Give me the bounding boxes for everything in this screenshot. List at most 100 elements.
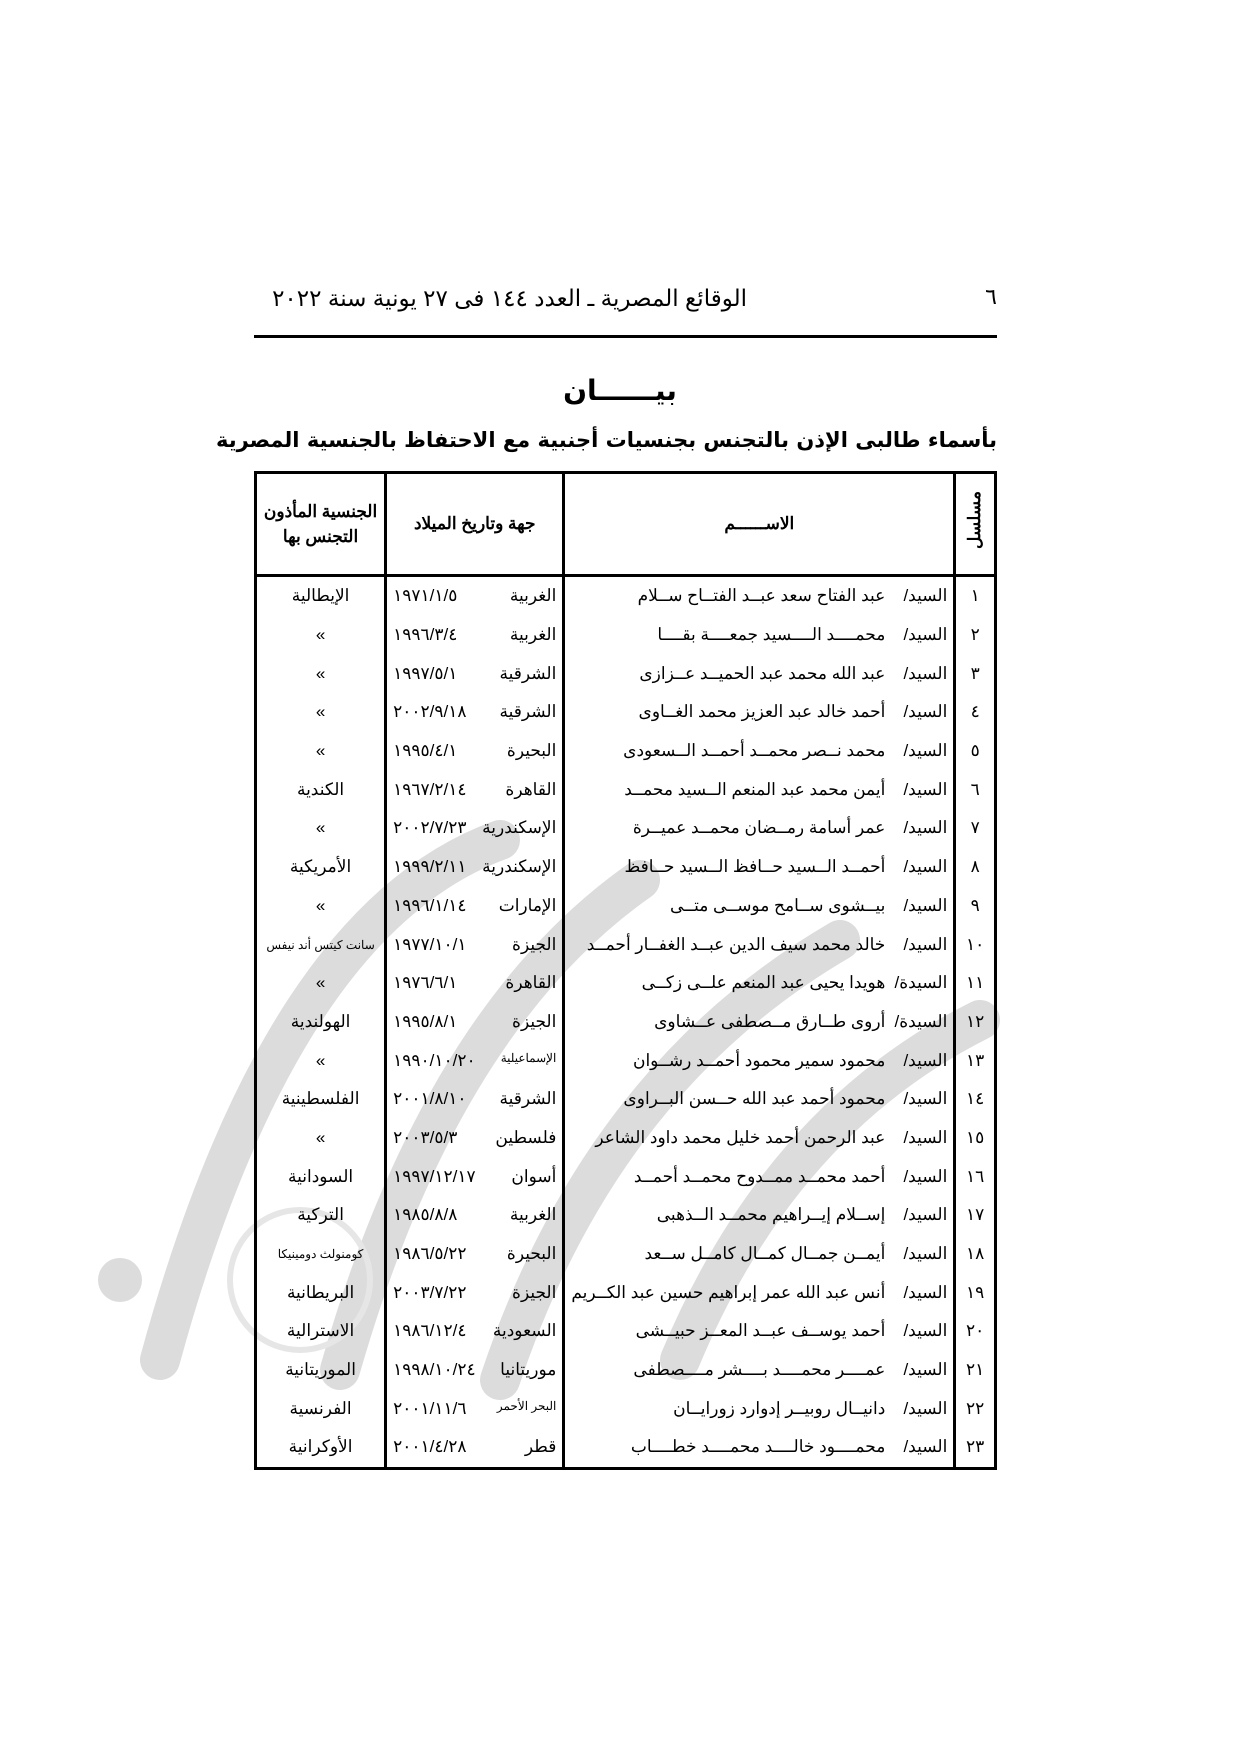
honorific: السيد/ bbox=[903, 857, 948, 877]
birth-date: ١٩٨٦/٥/٢٢ bbox=[393, 1244, 467, 1264]
table-row: ٥ السيد/محمد نــصر محمــد أحمــد الــسعود… bbox=[253, 731, 997, 771]
serial-cell: ٢ bbox=[953, 615, 997, 655]
person-name: محمــــد الــــسيد جمعــــة بقــــا bbox=[657, 625, 886, 645]
person-name: أيمــن جمــال كمــال كامــل ســعد bbox=[644, 1244, 886, 1264]
name-cell: السيد/أيمن محمد عبد المنعم الــسيد محمــ… bbox=[562, 770, 957, 810]
place-date-cell: موريتانيا ١٩٩٨/١٠/٢٤ bbox=[384, 1350, 566, 1390]
place-date-cell: الغربية ١٩٧١/١/٥ bbox=[384, 575, 566, 616]
nationality-cell: الكندية bbox=[253, 770, 388, 810]
table-row: ٩ السيد/بيــشوى ســامح موســى متــى الإمار… bbox=[253, 886, 997, 926]
table-row: ٢٣ السيد/محمــــود خالــــد محمــــد خطــ… bbox=[253, 1428, 997, 1469]
name-cell: السيد/أيمــن جمــال كمــال كامــل ســعد bbox=[562, 1234, 957, 1274]
place-date-cell: البحيرة ١٩٨٦/٥/٢٢ bbox=[384, 1234, 566, 1274]
person-name: هويدا يحيى عبد المنعم علــى زكــى bbox=[641, 973, 886, 993]
birth-date: ١٩٩٩/٢/١١ bbox=[393, 857, 467, 877]
birth-place: الإسكندرية bbox=[482, 857, 557, 877]
table-row: ٢٢ السيد/دانيــال روبيــر إدوارد زورايــا… bbox=[253, 1389, 997, 1429]
birth-place: الغربية bbox=[509, 1205, 557, 1225]
birth-place: قطر bbox=[524, 1437, 557, 1457]
person-name: أحمد يوســف عبــد المعــز حبيــشى bbox=[635, 1321, 886, 1341]
nationality-cell: » bbox=[253, 886, 388, 926]
serial-cell: ٨ bbox=[953, 847, 997, 887]
place-date-cell: الشرقية ١٩٩٧/٥/١ bbox=[384, 654, 566, 694]
serial-cell: ١٨ bbox=[953, 1234, 997, 1274]
table-row: ١٤ السيد/محمود أحمد عبد الله حــسن البــر… bbox=[253, 1079, 997, 1119]
birth-date: ٢٠٠١/١١/٦ bbox=[393, 1398, 467, 1418]
person-name: عبد الفتاح سعد عبــد الفتــاح ســلام bbox=[637, 586, 886, 606]
serial-cell: ١٤ bbox=[953, 1079, 997, 1119]
honorific: السيد/ bbox=[903, 1050, 948, 1070]
name-cell: السيد/بيــشوى ســامح موســى متــى bbox=[562, 886, 957, 926]
honorific: السيد/ bbox=[903, 1360, 948, 1380]
table-row: ٦ السيد/أيمن محمد عبد المنعم الــسيد محمـ… bbox=[253, 770, 997, 810]
birth-date: ١٩٨٦/١٢/٤ bbox=[393, 1321, 467, 1341]
honorific: السيد/ bbox=[903, 1321, 948, 1341]
col-place-date: جهة وتاريخ الميلاد bbox=[384, 471, 566, 577]
nationality-cell: السودانية bbox=[253, 1157, 388, 1196]
birth-date: ١٩٩٦/٣/٤ bbox=[393, 625, 458, 645]
honorific: السيدة/ bbox=[894, 973, 948, 993]
birth-place: الغربية bbox=[509, 586, 557, 606]
place-date-cell: الغربية ١٩٩٦/٣/٤ bbox=[384, 615, 566, 655]
table-row: ٢٠ السيد/أحمد يوســف عبــد المعــز حبيــش… bbox=[253, 1312, 997, 1351]
name-cell: السيد/إســلام إيــراهيم محمــد الــذهبى bbox=[562, 1196, 957, 1235]
serial-cell: ١٣ bbox=[953, 1041, 997, 1080]
birth-date: ٢٠٠٣/٥/٣ bbox=[393, 1127, 458, 1147]
place-date-cell: الشرقية ٢٠٠١/٨/١٠ bbox=[384, 1079, 566, 1119]
birth-place: الشرقية bbox=[499, 663, 557, 683]
place-date-cell: الإمارات ١٩٩٦/١/١٤ bbox=[384, 886, 566, 926]
nationality-cell: الاسترالية bbox=[253, 1312, 388, 1351]
name-cell: السيد/خالد محمد سيف الدين عبــد الغفــار… bbox=[562, 925, 957, 964]
birth-place: الإسكندرية bbox=[482, 818, 557, 838]
person-name: دانيــال روبيــر إدوارد زورايــان bbox=[673, 1398, 886, 1418]
person-name: محمود أحمد عبد الله حــسن البــراوى bbox=[623, 1089, 886, 1109]
honorific: السيد/ bbox=[903, 625, 948, 645]
nationality-cell: الموريتانية bbox=[253, 1350, 388, 1390]
birth-place: القاهرة bbox=[505, 779, 557, 799]
nationality-cell: سانت كيتس أند نيفس bbox=[253, 925, 388, 964]
honorific: السيد/ bbox=[903, 1127, 948, 1147]
place-date-cell: القاهرة ١٩٧٦/٦/١ bbox=[384, 963, 566, 1003]
serial-cell: ٢٣ bbox=[953, 1428, 997, 1469]
honorific: السيد/ bbox=[903, 1166, 948, 1186]
naturalization-table: مسلسل الاســــــم جهة وتاريخ الميلاد الج… bbox=[253, 471, 997, 1470]
table-row: ١١ السيدة/هويدا يحيى عبد المنعم علــى زكـ… bbox=[253, 963, 997, 1003]
place-date-cell: الغربية ١٩٨٥/٨/٨ bbox=[384, 1196, 566, 1235]
honorific: السيد/ bbox=[903, 934, 948, 954]
place-date-cell: فلسطين ٢٠٠٣/٥/٣ bbox=[384, 1118, 566, 1158]
person-name: أحمد محمــد ممــدوح محمــد أحمــد bbox=[633, 1166, 886, 1186]
person-name: بيــشوى ســامح موســى متــى bbox=[669, 895, 886, 915]
honorific: السيد/ bbox=[903, 818, 948, 838]
table-row: ٢ السيد/محمــــد الــــسيد جمعــــة بقـــ… bbox=[253, 615, 997, 655]
name-cell: السيد/أنس عبد الله عمر إبراهيم حسين عبد … bbox=[562, 1273, 957, 1313]
birth-date: ٢٠٠١/٤/٢٨ bbox=[393, 1437, 467, 1457]
place-date-cell: الجيزة ١٩٧٧/١٠/١ bbox=[384, 925, 566, 964]
nationality-cell: » bbox=[253, 731, 388, 771]
col-name: الاســــــم bbox=[562, 471, 957, 577]
place-date-cell: الإسكندرية ١٩٩٩/٢/١١ bbox=[384, 847, 566, 887]
document-title: بيــــــان bbox=[563, 374, 677, 407]
person-name: عمر أسامة رمــضان محمــد عميــرة bbox=[632, 818, 886, 838]
place-date-cell: البحيرة ١٩٩٥/٤/١ bbox=[384, 731, 566, 771]
table-row: ١٩ السيد/أنس عبد الله عمر إبراهيم حسين عب… bbox=[253, 1273, 997, 1313]
person-name: محمــــود خالــــد محمــــد خطــــاب bbox=[630, 1437, 886, 1457]
birth-date: ٢٠٠٣/٧/٢٢ bbox=[393, 1282, 467, 1302]
serial-cell: ١١ bbox=[953, 963, 997, 1003]
serial-cell: ١٩ bbox=[953, 1273, 997, 1313]
birth-place: الشرقية bbox=[499, 1089, 557, 1109]
birth-date: ٢٠٠٢/٩/١٨ bbox=[393, 702, 467, 722]
birth-date: ١٩٩٥/٨/١ bbox=[393, 1011, 458, 1031]
birth-date: ٢٠٠٢/٧/٢٣ bbox=[393, 818, 467, 838]
name-cell: السيدة/هويدا يحيى عبد المنعم علــى زكــى bbox=[562, 963, 957, 1003]
birth-date: ١٩٩٥/٤/١ bbox=[393, 741, 458, 761]
name-cell: السيدة/أروى طــارق مــصطفى عــشاوى bbox=[562, 1002, 957, 1042]
table-row: ١ السيد/عبد الفتاح سعد عبــد الفتــاح ســ… bbox=[253, 575, 997, 616]
nationality-cell: » bbox=[253, 963, 388, 1003]
name-cell: السيد/محمد نــصر محمــد أحمــد الــسعودى bbox=[562, 731, 957, 771]
table-row: ١٢ السيدة/أروى طــارق مــصطفى عــشاوى الجي… bbox=[253, 1002, 997, 1042]
name-cell: السيد/عمــــر محمــــد بــــشر مــــصطفى bbox=[562, 1350, 957, 1390]
honorific: السيد/ bbox=[903, 779, 948, 799]
table-row: ٢١ السيد/عمــــر محمــــد بــــشر مــــصط… bbox=[253, 1350, 997, 1390]
header-rule bbox=[254, 335, 997, 338]
nationality-cell: الفرنسية bbox=[253, 1389, 388, 1429]
